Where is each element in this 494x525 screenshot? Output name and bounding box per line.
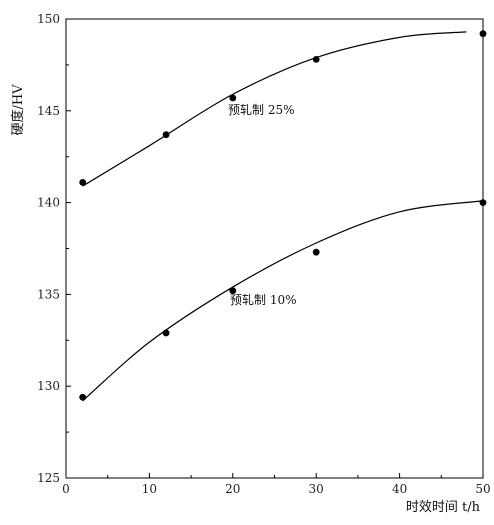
data-point-series-0: [479, 30, 487, 38]
x-axis-label: 时效时间 t/h: [406, 500, 481, 515]
y-tick-label-130: 130: [37, 379, 60, 393]
plot-border: [65, 18, 484, 479]
y-tick-label-135: 135: [37, 287, 60, 301]
data-point-series-0: [79, 179, 87, 186]
data-points: [79, 30, 487, 401]
plot-frame: [65, 18, 484, 479]
data-point-series-0: [229, 94, 237, 102]
y-tick-label-145: 145: [37, 104, 60, 118]
annotation-25: 预轧制 25%: [228, 103, 295, 117]
data-point-series-1: [229, 287, 237, 295]
data-point-series-0: [162, 131, 170, 139]
y-tick-label-150: 150: [37, 12, 60, 26]
x-tick-label-20: 20: [225, 482, 240, 496]
x-tick-label-30: 30: [309, 482, 324, 496]
x-tick-label-10: 10: [142, 482, 157, 496]
y-axis-ticks: 125 130 135 140 145 150: [37, 12, 71, 485]
fit-curve-series-1: [82, 200, 484, 402]
data-point-series-1: [479, 199, 487, 207]
fit-curves: [82, 31, 484, 402]
annotation-10: 预轧制 10%: [230, 293, 297, 307]
x-axis-ticks: 0 10 20 30 40 50: [62, 473, 491, 496]
y-tick-label-125: 125: [37, 471, 60, 485]
y-tick-label-140: 140: [37, 196, 60, 210]
x-tick-label-40: 40: [392, 482, 407, 496]
x-tick-label-50: 50: [475, 482, 490, 496]
x-tick-label-0: 0: [62, 482, 70, 496]
fit-curve-series-0: [82, 31, 467, 187]
data-point-series-1: [312, 248, 320, 256]
y-axis-label: 硬度/HV: [10, 84, 26, 136]
data-point-series-1: [79, 393, 87, 401]
data-point-series-1: [162, 329, 170, 337]
data-point-series-0: [312, 55, 320, 63]
